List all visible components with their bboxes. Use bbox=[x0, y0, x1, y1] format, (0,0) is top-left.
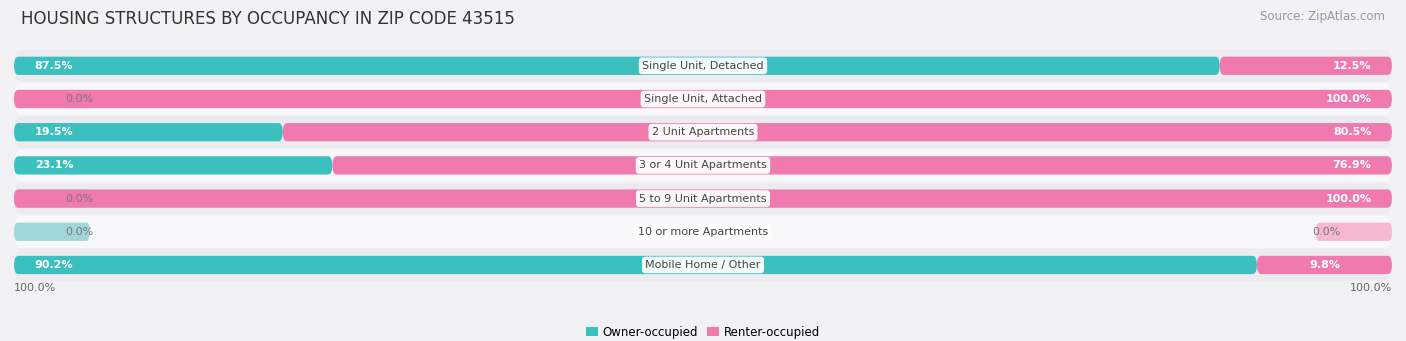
Text: 0.0%: 0.0% bbox=[66, 194, 94, 204]
Text: Source: ZipAtlas.com: Source: ZipAtlas.com bbox=[1260, 10, 1385, 23]
Text: 87.5%: 87.5% bbox=[35, 61, 73, 71]
FancyBboxPatch shape bbox=[14, 249, 1392, 281]
Text: 100.0%: 100.0% bbox=[1326, 94, 1371, 104]
Text: 0.0%: 0.0% bbox=[1312, 227, 1340, 237]
FancyBboxPatch shape bbox=[14, 190, 90, 208]
Text: 0.0%: 0.0% bbox=[66, 94, 94, 104]
Text: HOUSING STRUCTURES BY OCCUPANCY IN ZIP CODE 43515: HOUSING STRUCTURES BY OCCUPANCY IN ZIP C… bbox=[21, 10, 515, 28]
Legend: Owner-occupied, Renter-occupied: Owner-occupied, Renter-occupied bbox=[586, 326, 820, 339]
FancyBboxPatch shape bbox=[1316, 223, 1392, 241]
FancyBboxPatch shape bbox=[14, 216, 1392, 248]
FancyBboxPatch shape bbox=[14, 190, 1392, 208]
Text: 12.5%: 12.5% bbox=[1333, 61, 1371, 71]
Text: 0.0%: 0.0% bbox=[66, 227, 94, 237]
FancyBboxPatch shape bbox=[14, 183, 1392, 214]
FancyBboxPatch shape bbox=[14, 256, 1257, 274]
Text: Single Unit, Detached: Single Unit, Detached bbox=[643, 61, 763, 71]
Text: 9.8%: 9.8% bbox=[1309, 260, 1340, 270]
FancyBboxPatch shape bbox=[14, 123, 283, 141]
Text: 76.9%: 76.9% bbox=[1333, 160, 1371, 170]
FancyBboxPatch shape bbox=[14, 116, 1392, 148]
FancyBboxPatch shape bbox=[14, 57, 1220, 75]
FancyBboxPatch shape bbox=[14, 156, 332, 175]
Text: 100.0%: 100.0% bbox=[1350, 283, 1392, 293]
Text: 100.0%: 100.0% bbox=[1326, 194, 1371, 204]
Text: 10 or more Apartments: 10 or more Apartments bbox=[638, 227, 768, 237]
FancyBboxPatch shape bbox=[1257, 256, 1392, 274]
FancyBboxPatch shape bbox=[14, 149, 1392, 181]
FancyBboxPatch shape bbox=[283, 123, 1392, 141]
Text: 80.5%: 80.5% bbox=[1333, 127, 1371, 137]
FancyBboxPatch shape bbox=[14, 90, 1392, 108]
FancyBboxPatch shape bbox=[14, 223, 90, 241]
Text: 2 Unit Apartments: 2 Unit Apartments bbox=[652, 127, 754, 137]
FancyBboxPatch shape bbox=[332, 156, 1392, 175]
FancyBboxPatch shape bbox=[1220, 57, 1392, 75]
FancyBboxPatch shape bbox=[14, 90, 90, 108]
Text: Mobile Home / Other: Mobile Home / Other bbox=[645, 260, 761, 270]
Text: 23.1%: 23.1% bbox=[35, 160, 73, 170]
FancyBboxPatch shape bbox=[14, 83, 1392, 115]
Text: 100.0%: 100.0% bbox=[14, 283, 56, 293]
Text: 3 or 4 Unit Apartments: 3 or 4 Unit Apartments bbox=[640, 160, 766, 170]
Text: Single Unit, Attached: Single Unit, Attached bbox=[644, 94, 762, 104]
Text: 5 to 9 Unit Apartments: 5 to 9 Unit Apartments bbox=[640, 194, 766, 204]
Text: 90.2%: 90.2% bbox=[35, 260, 73, 270]
Text: 19.5%: 19.5% bbox=[35, 127, 73, 137]
FancyBboxPatch shape bbox=[14, 50, 1392, 82]
